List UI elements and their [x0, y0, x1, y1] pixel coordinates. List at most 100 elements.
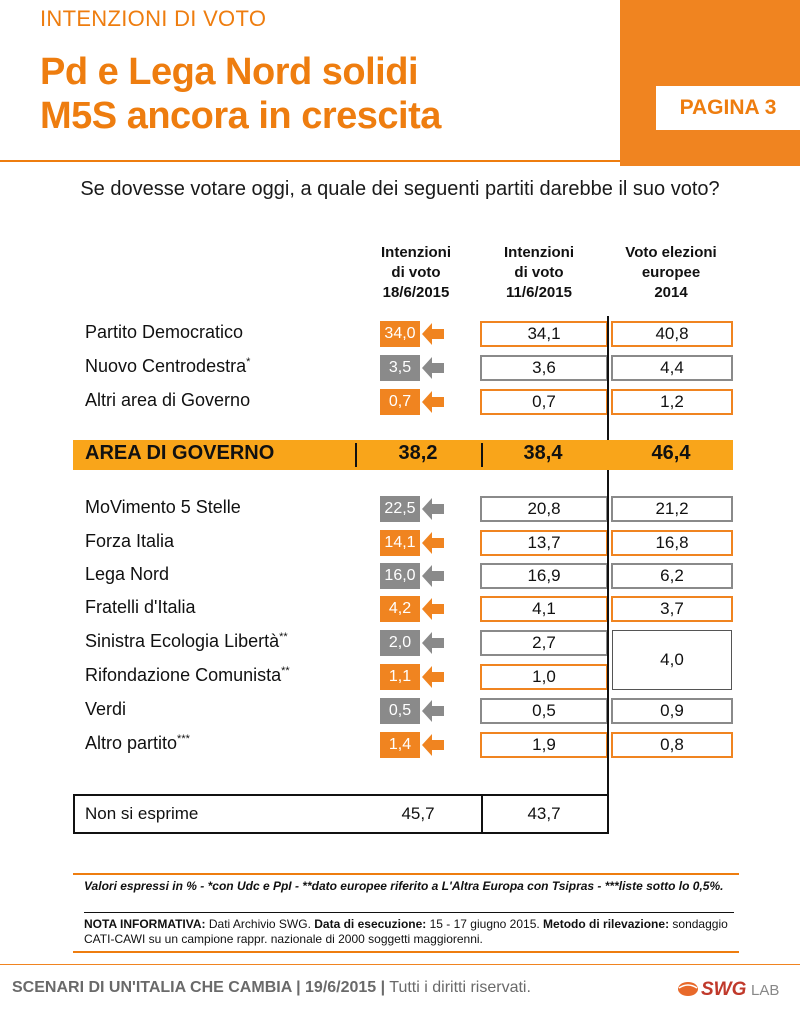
europee-value: 16,8: [611, 530, 733, 556]
left-arrow-icon: [422, 700, 444, 722]
left-arrow-icon: [422, 357, 444, 379]
party-footnote-mark: ***: [177, 733, 190, 745]
column-header-europee: Voto elezioni europee 2014: [609, 243, 733, 303]
europee-value: 4,4: [611, 355, 733, 381]
party-footnote-mark: **: [281, 665, 290, 677]
survey-question: Se dovesse votare oggi, a quale dei segu…: [80, 178, 720, 200]
nota-label: NOTA INFORMATIVA:: [84, 917, 206, 931]
column-header-line: di voto: [514, 264, 564, 281]
methodology-note: NOTA INFORMATIVA: Dati Archivio SWG. Dat…: [84, 917, 734, 947]
previous-value: 0,7: [480, 389, 608, 415]
europee-value: 3,7: [611, 596, 733, 622]
area-governo-band: [73, 440, 733, 470]
arrow-shape: [422, 666, 444, 688]
non-si-esprime-row: [73, 794, 609, 834]
left-arrow-icon: [422, 632, 444, 654]
data-text: 15 - 17 giugno 2015.: [426, 917, 544, 931]
column-header-previous: Intenzioni di voto 11/6/2015: [484, 243, 594, 303]
previous-value: 0,5: [480, 698, 608, 724]
previous-value: 4,1: [480, 596, 608, 622]
band-separator: [481, 443, 483, 467]
party-name: Lega Nord: [85, 564, 169, 585]
logo-mark-icon: [678, 982, 698, 996]
europee-value: 21,2: [611, 496, 733, 522]
band-separator: [355, 443, 357, 467]
previous-value: 2,7: [480, 630, 608, 656]
left-arrow-icon: [422, 734, 444, 756]
current-value: 1,4: [380, 732, 420, 758]
footer-series: SCENARI DI UN'ITALIA CHE CAMBIA | 19/6/2…: [12, 979, 386, 996]
arrow-shape: [422, 532, 444, 554]
europee-value: 40,8: [611, 321, 733, 347]
non-si-esprime-previous: 43,7: [527, 804, 561, 823]
party-name-text: Nuovo Centrodestra: [85, 356, 247, 376]
party-footnote-mark: **: [279, 631, 288, 643]
party-name-text: Lega Nord: [85, 564, 170, 584]
party-name-text: Sinistra Ecologia Libertà: [85, 631, 280, 651]
column-header-line: 11/6/2015: [506, 284, 572, 301]
title-line-1: Pd e Lega Nord solidi: [40, 51, 418, 93]
notes-divider: [84, 912, 734, 913]
header: INTENZIONI DI VOTO Pd e Lega Nord solidi…: [0, 0, 800, 166]
party-name-text: Forza Italia: [85, 531, 175, 551]
current-value: 0,5: [380, 698, 420, 724]
party-footnote-mark: *: [246, 356, 251, 368]
party-name-text: Partito Democratico: [85, 322, 244, 342]
party-name: Rifondazione Comunista**: [85, 665, 290, 686]
europee-value: 0,8: [611, 732, 733, 758]
party-name: Sinistra Ecologia Libertà**: [85, 631, 288, 652]
previous-value: 34,1: [480, 321, 608, 347]
party-name: Nuovo Centrodestra*: [85, 356, 250, 377]
footer-text: SCENARI DI UN'ITALIA CHE CAMBIA | 19/6/2…: [12, 979, 531, 997]
previous-value: 1,0: [480, 664, 608, 690]
current-value: 0,7: [380, 389, 420, 415]
page-title: Pd e Lega Nord solidi M5S ancora in cres…: [40, 50, 441, 138]
europee-value: 6,2: [611, 563, 733, 589]
party-name-text: Rifondazione Comunista: [85, 665, 282, 685]
party-name: Fratelli d'Italia: [85, 597, 195, 618]
area-governo-previous: 38,4: [523, 442, 563, 464]
swg-lab-logo: SWG LAB: [678, 979, 779, 1000]
current-value: 22,5: [380, 496, 420, 522]
footnotes: Valori espressi in % - *con Udc e PpI - …: [73, 873, 739, 953]
metodo-text: sondaggio CATI-CAWI su un campione rappr…: [84, 917, 728, 946]
orange-accent-block: [620, 0, 800, 166]
non-si-esprime-separator: [481, 794, 483, 834]
arrow-shape: [422, 323, 444, 345]
arrow-shape: [422, 632, 444, 654]
previous-value: 16,9: [480, 563, 608, 589]
column-header-line: Voto elezioni: [625, 244, 717, 261]
column-header-line: Intenzioni: [381, 244, 451, 261]
current-value: 16,0: [380, 563, 420, 589]
europee-value: 0,9: [611, 698, 733, 724]
current-value: 4,2: [380, 596, 420, 622]
party-name-text: Altro partito: [85, 733, 178, 753]
column-header-line: 2014: [654, 284, 688, 301]
europee-value: 1,2: [611, 389, 733, 415]
arrow-shape: [422, 565, 444, 587]
area-governo-current: 38,2: [398, 442, 438, 464]
data-label: Data di esecuzione:: [314, 917, 427, 931]
page-number-label: PAGINA 3: [656, 86, 800, 130]
section-kicker: INTENZIONI DI VOTO: [40, 6, 267, 31]
area-governo-europee: 46,4: [651, 442, 691, 464]
left-arrow-icon: [422, 323, 444, 345]
party-name: MoVimento 5 Stelle: [85, 497, 241, 518]
party-name: Altro partito***: [85, 733, 190, 754]
column-header-line: 18/6/2015: [382, 284, 450, 301]
current-value: 34,0: [380, 321, 420, 347]
column-header-line: di voto: [391, 264, 441, 281]
arrow-shape: [422, 598, 444, 620]
logo-sub-text: LAB: [751, 982, 779, 999]
party-name: Forza Italia: [85, 531, 174, 552]
arrow-shape: [422, 700, 444, 722]
current-value: 1,1: [380, 664, 420, 690]
logo-text: SWG: [701, 979, 747, 1000]
column-header-line: europee: [641, 264, 701, 281]
area-governo-label: AREA DI GOVERNO: [85, 442, 275, 464]
arrow-shape: [422, 357, 444, 379]
title-line-2: M5S ancora in crescita: [40, 95, 441, 137]
europee-value: 4,0: [612, 630, 732, 690]
left-arrow-icon: [422, 598, 444, 620]
arrow-shape: [422, 498, 444, 520]
